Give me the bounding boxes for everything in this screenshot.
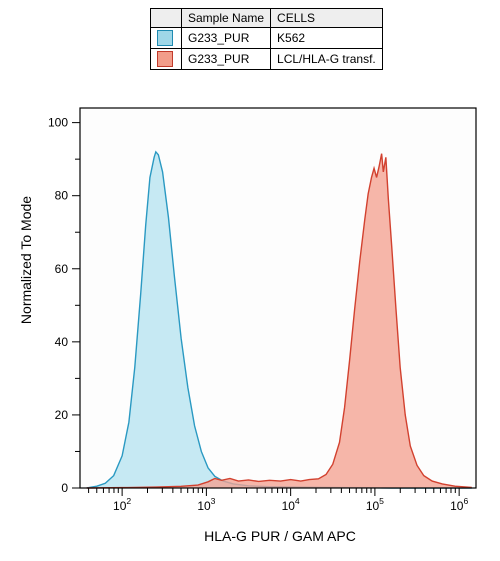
plot-area: 0 20 40 60 80 100 102 103 104 105 106 [34,100,484,540]
legend-swatch-1 [157,51,173,67]
svg-text:80: 80 [55,189,69,203]
legend-header-sample: Sample Name [182,9,271,28]
svg-text:102: 102 [113,496,131,513]
legend-table: Sample Name CELLS G233_PUR K562 G233_PUR… [150,8,383,70]
y-axis-label: Normalized To Mode [18,40,34,480]
legend-swatch-cell-1 [151,49,182,70]
legend-header-swatch [151,9,182,28]
legend-swatch-0 [157,30,173,46]
legend-row-0: G233_PUR K562 [151,28,383,49]
legend-header-cells: CELLS [271,9,383,28]
svg-text:60: 60 [55,262,69,276]
svg-text:106: 106 [450,496,468,513]
legend-cells-0: K562 [271,28,383,49]
svg-text:104: 104 [282,496,300,513]
svg-text:100: 100 [48,116,68,130]
svg-text:0: 0 [61,481,68,495]
legend-cells-1: LCL/HLA-G transf. [271,49,383,70]
svg-text:40: 40 [55,335,69,349]
svg-text:105: 105 [366,496,384,513]
legend-swatch-cell-0 [151,28,182,49]
legend-sample-0: G233_PUR [182,28,271,49]
svg-text:20: 20 [55,408,69,422]
root: Sample Name CELLS G233_PUR K562 G233_PUR… [0,0,500,561]
flow-histogram-svg: 0 20 40 60 80 100 102 103 104 105 106 [34,100,484,540]
legend-sample-1: G233_PUR [182,49,271,70]
legend-header-row: Sample Name CELLS [151,9,383,28]
svg-text:103: 103 [197,496,215,513]
legend-row-1: G233_PUR LCL/HLA-G transf. [151,49,383,70]
